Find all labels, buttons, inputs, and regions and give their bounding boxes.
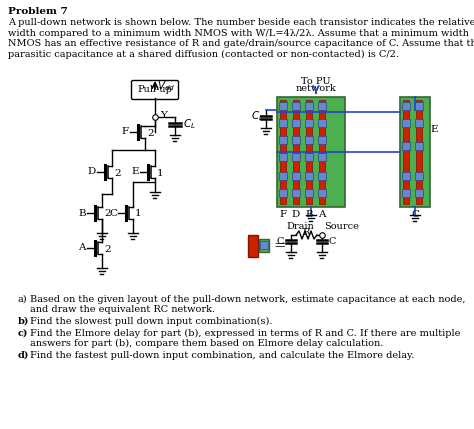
Bar (416, 100, 422, 204)
Text: 2: 2 (104, 245, 110, 254)
Bar (306, 100, 312, 204)
Bar (415, 172, 423, 180)
Text: d): d) (18, 351, 29, 360)
Bar (292, 102, 300, 110)
Text: Based on the given layout of the pull-down network, estimate capacitance at each: Based on the given layout of the pull-do… (30, 295, 465, 304)
Bar (305, 153, 313, 161)
Text: F: F (122, 127, 129, 136)
Bar (318, 136, 326, 144)
Text: b): b) (18, 317, 29, 326)
Text: parasitic capacitance at a shared diffusion (contacted or non-contacted) is C/2.: parasitic capacitance at a shared diffus… (8, 49, 399, 59)
Bar (415, 142, 423, 150)
Text: Problem 7: Problem 7 (8, 7, 68, 16)
Text: c): c) (18, 329, 28, 338)
Bar (292, 189, 300, 197)
Bar (305, 189, 313, 197)
Text: C: C (277, 236, 284, 245)
Bar (292, 172, 300, 180)
Bar (318, 102, 326, 110)
Text: R: R (303, 228, 310, 237)
Bar (305, 172, 313, 180)
Text: To PU: To PU (301, 77, 331, 86)
Bar (319, 100, 325, 204)
Text: and draw the equivalent RC network.: and draw the equivalent RC network. (30, 305, 215, 314)
Bar (402, 189, 410, 197)
Text: =: = (273, 239, 286, 253)
Text: C: C (329, 236, 337, 245)
Text: Find the slowest pull down input combination(s).: Find the slowest pull down input combina… (30, 317, 273, 326)
Text: NMOS has an effective resistance of R and gate/drain/source capacitance of C. As: NMOS has an effective resistance of R an… (8, 39, 474, 48)
Bar (279, 189, 287, 197)
Bar (402, 142, 410, 150)
Text: a): a) (18, 295, 27, 304)
Text: Pull-up: Pull-up (137, 85, 173, 94)
Bar (292, 119, 300, 127)
Text: F: F (280, 210, 287, 219)
Bar (279, 102, 287, 110)
Bar (277, 97, 345, 207)
Text: A: A (318, 210, 326, 219)
Bar (293, 100, 299, 204)
Text: D: D (88, 167, 96, 176)
Bar (318, 153, 326, 161)
Text: B: B (78, 208, 86, 218)
Text: $C_L$: $C_L$ (251, 109, 264, 123)
Bar (318, 119, 326, 127)
Text: $V_{dd}$: $V_{dd}$ (157, 79, 175, 93)
Bar (279, 172, 287, 180)
Text: 2: 2 (147, 129, 154, 138)
Bar (415, 119, 423, 127)
Bar (415, 102, 423, 110)
Bar (280, 100, 286, 204)
Bar (292, 136, 300, 144)
Text: E: E (131, 167, 139, 176)
Text: 2: 2 (114, 169, 120, 178)
Text: 1: 1 (157, 169, 164, 178)
Bar (400, 97, 430, 207)
Bar (279, 136, 287, 144)
Text: D: D (292, 210, 300, 219)
Text: Drain: Drain (286, 222, 314, 231)
Bar (305, 119, 313, 127)
Bar (305, 136, 313, 144)
Text: Find the Elmore delay for part (b), expressed in terms of R and C. If there are : Find the Elmore delay for part (b), expr… (30, 329, 460, 338)
Bar (279, 153, 287, 161)
Text: 1: 1 (135, 209, 142, 218)
Text: answers for part (b), compare them based on Elmore delay calculation.: answers for part (b), compare them based… (30, 339, 383, 348)
Text: C: C (411, 210, 419, 219)
Bar (305, 102, 313, 110)
Bar (318, 172, 326, 180)
Bar (415, 189, 423, 197)
Bar (279, 119, 287, 127)
Bar (402, 172, 410, 180)
Text: Source: Source (324, 222, 359, 231)
Bar (402, 119, 410, 127)
Bar (292, 153, 300, 161)
Text: width compared to a minimum width NMOS with W/L=4λ/2λ. Assume that a minimum wid: width compared to a minimum width NMOS w… (8, 28, 469, 37)
Bar (260, 241, 268, 249)
Text: network: network (296, 84, 337, 93)
Text: Y: Y (160, 112, 167, 121)
Bar (402, 102, 410, 110)
Text: A: A (79, 244, 86, 253)
Text: Find the fastest pull-down input combination, and calculate the Elmore delay.: Find the fastest pull-down input combina… (30, 351, 414, 360)
Text: 2: 2 (104, 209, 110, 218)
Text: A pull-down network is shown below. The number beside each transistor indicates : A pull-down network is shown below. The … (8, 18, 474, 27)
Bar (248, 235, 258, 257)
Text: B: B (305, 210, 313, 219)
Bar (259, 239, 269, 252)
Text: $C_L$: $C_L$ (183, 117, 196, 131)
Text: C: C (109, 208, 117, 218)
Bar (318, 189, 326, 197)
Bar (403, 100, 409, 204)
FancyBboxPatch shape (131, 81, 179, 100)
Text: E: E (430, 124, 438, 133)
